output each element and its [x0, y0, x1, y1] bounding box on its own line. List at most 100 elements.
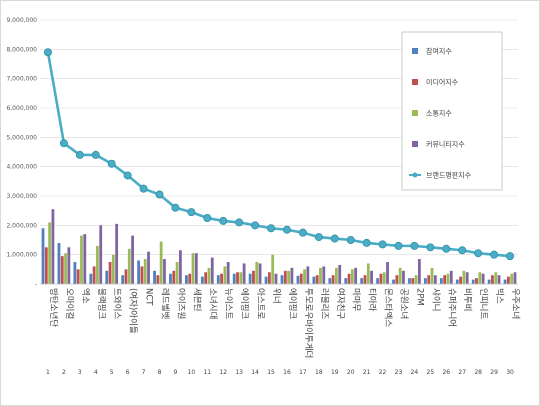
category-label: 위너 — [271, 288, 282, 304]
x-tick-label: 17 — [299, 369, 307, 376]
bar-4-20 — [354, 267, 358, 284]
x-tick-label: 9 — [174, 369, 178, 376]
bar-3-16 — [287, 270, 291, 284]
line-point-27 — [458, 246, 467, 255]
bar-4-22 — [386, 262, 389, 284]
x-tick-label: 26 — [442, 369, 450, 376]
category-label: 몬스타엑스 — [383, 288, 394, 327]
x-tick-label: 21 — [363, 369, 371, 376]
category-label: 뉴이스트 — [223, 288, 234, 319]
y-tick-label: 6,000,000 — [6, 105, 37, 112]
category-label: 비투비 — [462, 288, 472, 311]
bar-3-18 — [319, 267, 322, 284]
line-point-3 — [75, 150, 84, 159]
x-tick-label: 30 — [506, 369, 514, 376]
bar-4-12 — [226, 262, 230, 284]
x-tick-label: 7 — [142, 369, 146, 376]
bar-3-2 — [64, 253, 67, 284]
bar-3-25 — [430, 267, 434, 284]
bar-4-25 — [433, 275, 437, 284]
category-label: 슈퍼주니어 — [446, 288, 457, 327]
bar-1-26 — [439, 278, 443, 284]
line-series — [43, 48, 515, 261]
x-tick-label: 14 — [251, 369, 259, 376]
legend-label: 소통지수 — [426, 109, 452, 118]
bar-3-9 — [175, 262, 179, 284]
line-point-14 — [251, 221, 260, 230]
bar-3-10 — [191, 253, 195, 284]
bar-3-6 — [127, 248, 131, 284]
line-point-13 — [235, 218, 244, 227]
bar-4-23 — [402, 270, 405, 284]
x-tick-label: 24 — [411, 369, 419, 376]
x-tick-label: 3 — [78, 369, 82, 376]
x-tick-label: 25 — [427, 369, 435, 376]
x-tick-label: 19 — [331, 369, 339, 376]
bar-4-11 — [210, 257, 214, 284]
category-label: 2PM — [414, 288, 424, 306]
bar-2-13 — [236, 272, 239, 284]
y-tick-label: 2,000,000 — [6, 222, 37, 229]
bar-3-17 — [303, 269, 306, 284]
legend-swatch — [412, 79, 418, 85]
x-tick-label: 20 — [347, 369, 355, 376]
y-tick-label: 7,000,000 — [6, 76, 37, 83]
line-point-16 — [282, 225, 291, 234]
bar-3-5 — [111, 254, 115, 284]
category-label: 공원소녀 — [399, 288, 409, 319]
bar-2-24 — [411, 278, 415, 284]
line-point-22 — [378, 240, 387, 249]
bar-2-16 — [283, 270, 287, 284]
bar-4-16 — [290, 267, 294, 284]
bar-2-14 — [252, 270, 255, 284]
bar-1-19 — [328, 278, 332, 284]
bar-3-20 — [350, 269, 354, 284]
bar-1-5 — [105, 270, 109, 284]
bar-3-13 — [239, 272, 243, 284]
bar-3-7 — [143, 259, 147, 284]
bar-3-24 — [414, 275, 418, 284]
bar-4-9 — [178, 250, 182, 284]
y-tick-label: 8,000,000 — [6, 46, 37, 53]
category-label: 레드벨벳 — [160, 288, 171, 319]
bar-1-7 — [137, 260, 141, 284]
line-point-11 — [203, 213, 212, 222]
category-label: 방탄소년단 — [48, 288, 59, 327]
line-point-23 — [394, 241, 403, 250]
legend-label: 미디어지수 — [426, 78, 459, 87]
category-label: 러블리즈 — [319, 288, 330, 319]
bar-4-17 — [306, 266, 310, 284]
category-label: 마마무 — [351, 288, 361, 312]
bar-1-6 — [121, 275, 125, 284]
bar-4-18 — [322, 266, 326, 284]
bar-1-30 — [503, 279, 507, 284]
bar-2-3 — [76, 269, 80, 284]
bar-2-23 — [395, 275, 399, 284]
y-tick-label: 4,000,000 — [6, 164, 37, 171]
line-point-6 — [123, 171, 132, 180]
bar-1-20 — [344, 278, 348, 284]
category-label: 에이핑크 — [287, 288, 298, 319]
bar-3-3 — [80, 235, 83, 284]
x-tick-label: 6 — [126, 369, 130, 376]
x-tick-label: 11 — [203, 369, 211, 376]
x-tick-label: 4 — [94, 369, 98, 376]
bar-1-16 — [280, 275, 284, 284]
line-point-2 — [59, 139, 68, 148]
x-tick-label: 28 — [474, 369, 482, 376]
bar-2-21 — [363, 275, 367, 284]
line-point-17 — [298, 228, 307, 237]
bar-4-21 — [370, 270, 373, 284]
y-tick-label: 5,000,000 — [6, 134, 37, 141]
bar-2-30 — [506, 276, 510, 284]
category-label: 아스트로 — [255, 288, 266, 319]
line-point-12 — [219, 216, 228, 225]
bar-3-8 — [159, 241, 163, 284]
bar-3-21 — [366, 263, 370, 284]
category-label: 엑소 — [80, 288, 91, 304]
bar-2-12 — [220, 273, 223, 284]
bar-1-10 — [185, 275, 188, 284]
category-label: 티아라 — [367, 288, 378, 312]
